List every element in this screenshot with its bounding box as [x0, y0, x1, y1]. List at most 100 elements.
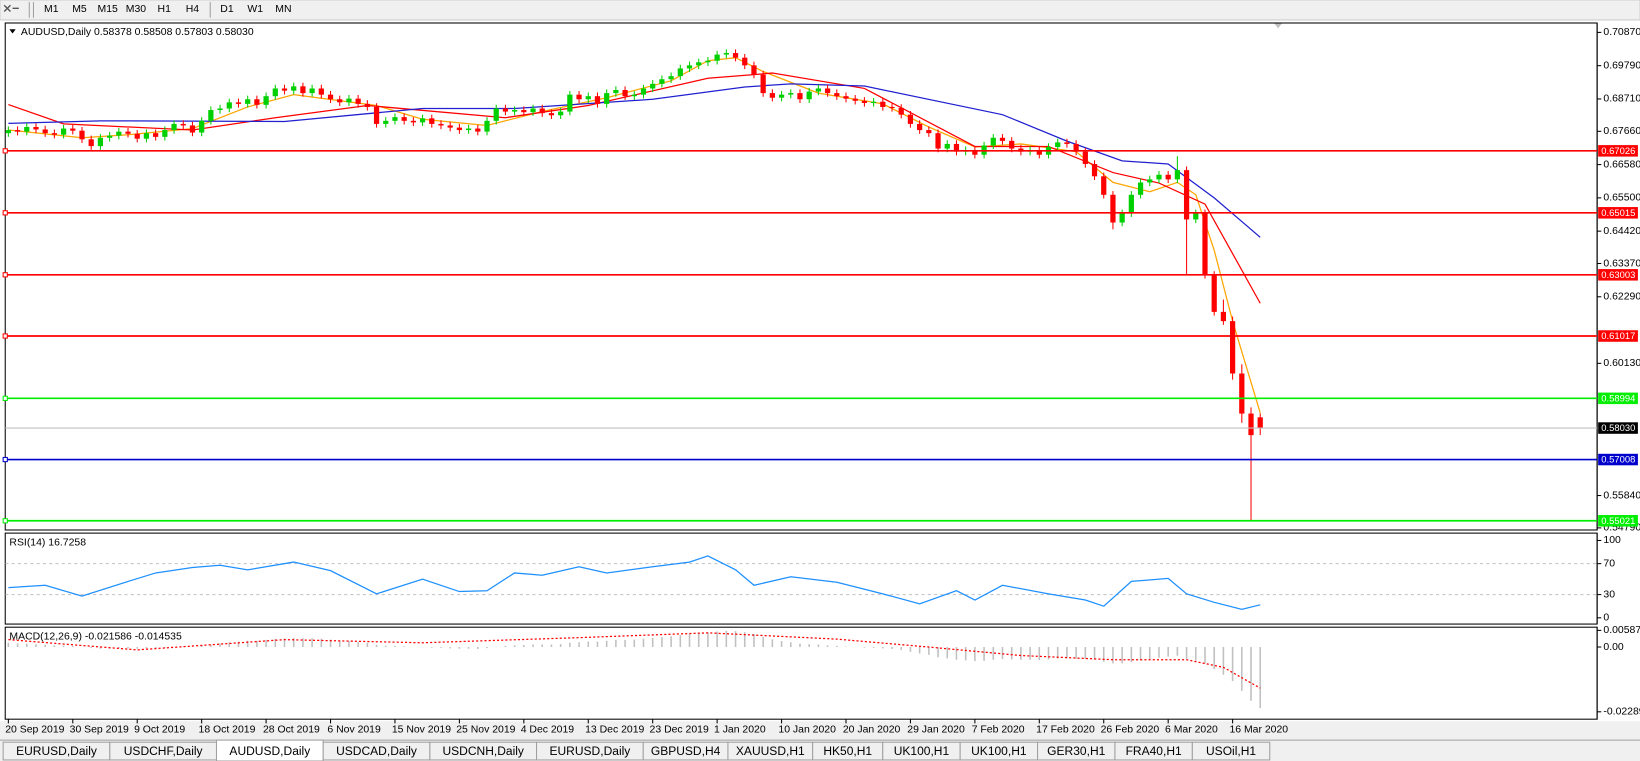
- candle-body: [1220, 311, 1227, 322]
- candle-body: [235, 102, 242, 104]
- tab-label[interactable]: UK100,H1: [971, 744, 1027, 758]
- timeframe-button[interactable]: M30: [126, 4, 147, 15]
- candle-body: [300, 86, 306, 94]
- tab[interactable]: UK100,H1: [882, 741, 961, 761]
- x-tick-label: 4 Dec 2019: [521, 724, 575, 735]
- level-tag: [1598, 145, 1638, 157]
- candle-body: [180, 123, 186, 126]
- candle-body: [281, 88, 288, 91]
- indicator-line: [8, 632, 1261, 689]
- candle-body: [512, 110, 518, 112]
- candle-body: [383, 120, 389, 124]
- toolbar: [0, 0, 1640, 21]
- tab[interactable]: GER30,H1: [1037, 741, 1116, 761]
- tab[interactable]: UK100,H1: [959, 741, 1039, 761]
- tab[interactable]: EURUSD,Daily: [536, 741, 644, 761]
- timeframe-button[interactable]: M5: [72, 4, 87, 15]
- candle-body: [1082, 151, 1088, 164]
- x-tick-label: 16 Mar 2020: [1229, 724, 1288, 735]
- candle-body: [5, 130, 11, 134]
- plot-area: [5, 555, 1598, 610]
- candle-body: [613, 90, 619, 94]
- tab-label[interactable]: UK100,H1: [894, 744, 950, 758]
- candle-body: [401, 117, 407, 121]
- candle-body: [843, 96, 849, 99]
- timeframe-button[interactable]: M15: [98, 4, 119, 15]
- panel-title: AUDUSD,Daily 0.58378 0.58508 0.57803 0.5…: [21, 27, 254, 38]
- candle-body: [871, 101, 877, 103]
- candle-body: [355, 98, 361, 104]
- tab[interactable]: USDCNH,Daily: [429, 741, 538, 761]
- tab-label[interactable]: XAUUSD,H1: [736, 744, 805, 758]
- tab-box[interactable]: [1191, 741, 1271, 761]
- tab[interactable]: XAUUSD,H1: [727, 741, 814, 761]
- x-tick-label: 17 Feb 2020: [1036, 724, 1095, 735]
- candle-body: [567, 94, 573, 112]
- timeframe-button[interactable]: M1: [44, 4, 59, 15]
- x-tick-label: 23 Dec 2019: [650, 724, 709, 735]
- candle-body: [760, 74, 766, 94]
- timeframe-button[interactable]: H4: [186, 4, 200, 15]
- candle-body: [953, 143, 960, 152]
- tab-label[interactable]: USOil,H1: [1206, 744, 1256, 758]
- y-tick-label: 0.68710: [1603, 94, 1640, 105]
- candle-body: [705, 60, 711, 63]
- tab-label[interactable]: EURUSD,Daily: [16, 744, 97, 758]
- tab-label[interactable]: AUDUSD,Daily: [229, 744, 310, 758]
- candle-body: [714, 54, 720, 61]
- candle-body: [106, 135, 113, 138]
- candle-body: [217, 108, 223, 111]
- candle-body: [502, 108, 509, 112]
- timeframe-button[interactable]: W1: [247, 4, 263, 15]
- candle-body: [291, 86, 297, 91]
- tab[interactable]: USDCHF,Daily: [109, 741, 218, 761]
- tab-label[interactable]: USDCAD,Daily: [336, 744, 417, 758]
- level-label: 0.55021: [1601, 515, 1635, 526]
- candle-body: [189, 125, 196, 133]
- chart-menu-arrow[interactable]: [9, 29, 16, 34]
- candle-body: [1183, 170, 1190, 220]
- tab[interactable]: USDCAD,Daily: [322, 741, 431, 761]
- candle-body: [751, 65, 757, 75]
- candle-body: [990, 137, 996, 146]
- timeframe-button[interactable]: MN: [275, 4, 291, 15]
- candle-body: [1101, 176, 1107, 195]
- level-label: 0.58994: [1601, 392, 1635, 403]
- panel-title: MACD(12,26,9) -0.021586 -0.014535: [9, 631, 182, 642]
- x-tick-label: 6 Nov 2019: [327, 724, 381, 735]
- tab-label[interactable]: FRA40,H1: [1126, 744, 1182, 758]
- tab-label[interactable]: USDCNH,Daily: [442, 744, 523, 758]
- panel-title: RSI(14) 16.7258: [9, 537, 86, 548]
- x-tick-label: 10 Jan 2020: [778, 724, 836, 735]
- candle-body: [935, 133, 941, 149]
- tab-label[interactable]: GER30,H1: [1047, 744, 1105, 758]
- tab[interactable]: USOil,H1: [1191, 741, 1271, 761]
- timeframe-button[interactable]: D1: [220, 4, 234, 15]
- candle-body: [14, 130, 21, 132]
- tab[interactable]: HK50,H1: [812, 741, 884, 761]
- tab-label[interactable]: GBPUSD,H4: [651, 744, 721, 758]
- tab-label[interactable]: USDCHF,Daily: [124, 744, 203, 758]
- y-tick-label: 0.005873: [1603, 625, 1640, 636]
- x-tick-label: 25 Nov 2019: [456, 724, 515, 735]
- level-marker: [2, 456, 8, 463]
- level-label: 0.57008: [1601, 454, 1635, 465]
- candle-body: [134, 133, 140, 139]
- candle-body: [806, 91, 812, 100]
- y-tick-label: 0.00: [1603, 642, 1624, 653]
- cursor-icon[interactable]: [3, 4, 19, 12]
- tab[interactable]: GBPUSD,H4: [642, 741, 729, 761]
- tab[interactable]: AUDUSD,Daily: [215, 739, 324, 761]
- tab[interactable]: FRA40,H1: [1114, 741, 1193, 761]
- timeframe-button[interactable]: H1: [158, 4, 172, 15]
- tab-label[interactable]: HK50,H1: [823, 744, 872, 758]
- tab-label[interactable]: EURUSD,Daily: [549, 744, 630, 758]
- candle-body: [650, 83, 656, 89]
- candle-body: [97, 137, 104, 147]
- x-tick-label: 7 Feb 2020: [972, 724, 1025, 735]
- level-label: 0.67026: [1601, 145, 1635, 156]
- y-tick-label: 0.63370: [1603, 258, 1640, 269]
- level-marker: [2, 395, 8, 401]
- tab[interactable]: EURUSD,Daily: [2, 741, 111, 761]
- candle-body: [917, 123, 923, 131]
